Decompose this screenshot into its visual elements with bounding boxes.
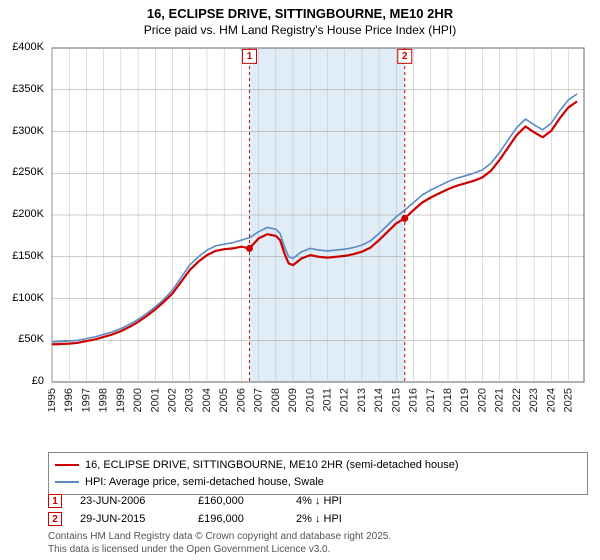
y-axis-label: £150K	[0, 250, 44, 262]
y-axis-label: £100K	[0, 292, 44, 304]
marker-price: £160,000	[198, 495, 278, 507]
svg-text:1999: 1999	[115, 388, 127, 412]
svg-text:2018: 2018	[442, 388, 454, 412]
chart-container: 16, ECLIPSE DRIVE, SITTINGBOURNE, ME10 2…	[0, 0, 600, 560]
svg-text:2024: 2024	[545, 388, 557, 412]
legend-label: HPI: Average price, semi-detached house,…	[85, 474, 324, 491]
svg-text:2002: 2002	[167, 388, 179, 412]
svg-text:2004: 2004	[201, 388, 213, 412]
svg-text:2016: 2016	[408, 388, 420, 412]
attribution-line2: This data is licensed under the Open Gov…	[48, 543, 391, 556]
y-axis-label: £0	[0, 375, 44, 387]
svg-text:2019: 2019	[459, 388, 471, 412]
y-axis-label: £250K	[0, 166, 44, 178]
marker-price: £196,000	[198, 513, 278, 525]
svg-text:2009: 2009	[287, 388, 299, 412]
svg-text:2000: 2000	[132, 388, 144, 412]
svg-text:1998: 1998	[98, 388, 110, 412]
svg-text:2022: 2022	[511, 388, 523, 412]
attribution: Contains HM Land Registry data © Crown c…	[48, 530, 391, 556]
marker-table: 1 23-JUN-2006 £160,000 4% ↓ HPI 2 29-JUN-2015…	[48, 492, 588, 528]
svg-text:2025: 2025	[563, 388, 575, 412]
svg-text:2017: 2017	[425, 388, 437, 412]
svg-text:2023: 2023	[528, 388, 540, 412]
svg-text:2001: 2001	[149, 388, 161, 412]
chart-subtitle: Price paid vs. HM Land Registry's House …	[0, 23, 600, 41]
marker-row: 2 29-JUN-2015 £196,000 2% ↓ HPI	[48, 510, 588, 528]
svg-text:2015: 2015	[390, 388, 402, 412]
marker-diff: 4% ↓ HPI	[296, 495, 386, 507]
svg-text:1997: 1997	[80, 388, 92, 412]
marker-badge: 2	[48, 512, 62, 526]
svg-text:2020: 2020	[476, 388, 488, 412]
svg-text:2011: 2011	[321, 388, 333, 412]
legend-swatch	[55, 481, 79, 483]
legend-item: HPI: Average price, semi-detached house,…	[55, 474, 581, 491]
legend-item: 16, ECLIPSE DRIVE, SITTINGBOURNE, ME10 2…	[55, 457, 581, 474]
svg-text:2: 2	[402, 51, 408, 62]
legend-swatch	[55, 464, 79, 466]
svg-text:2010: 2010	[304, 388, 316, 412]
legend-label: 16, ECLIPSE DRIVE, SITTINGBOURNE, ME10 2…	[85, 457, 459, 474]
marker-date: 29-JUN-2015	[80, 513, 180, 525]
marker-badge: 1	[48, 494, 62, 508]
chart-area: 1995 1996 1997 1998 1999 2000 2001 2002 2003 2004…	[48, 46, 588, 416]
attribution-line1: Contains HM Land Registry data © Crown c…	[48, 530, 391, 543]
y-axis-label: £300K	[0, 125, 44, 137]
marker-row: 1 23-JUN-2006 £160,000 4% ↓ HPI	[48, 492, 588, 510]
svg-text:1996: 1996	[63, 388, 75, 412]
svg-text:2021: 2021	[494, 388, 506, 412]
svg-text:2014: 2014	[373, 388, 385, 412]
y-axis-label: £50K	[0, 333, 44, 345]
chart-svg: 1995 1996 1997 1998 1999 2000 2001 2002 2003 2004…	[48, 46, 588, 416]
marker-diff: 2% ↓ HPI	[296, 513, 386, 525]
svg-text:2007: 2007	[253, 388, 265, 412]
svg-text:2012: 2012	[339, 388, 351, 412]
svg-text:1: 1	[247, 51, 253, 62]
legend: 16, ECLIPSE DRIVE, SITTINGBOURNE, ME10 2…	[48, 452, 588, 495]
chart-title: 16, ECLIPSE DRIVE, SITTINGBOURNE, ME10 2…	[0, 0, 600, 23]
svg-text:2013: 2013	[356, 388, 368, 412]
svg-text:2003: 2003	[184, 388, 196, 412]
svg-text:2005: 2005	[218, 388, 230, 412]
marker-date: 23-JUN-2006	[80, 495, 180, 507]
svg-text:1995: 1995	[48, 388, 58, 412]
svg-text:2008: 2008	[270, 388, 282, 412]
y-axis-label: £350K	[0, 83, 44, 95]
y-axis-label: £200K	[0, 208, 44, 220]
y-axis-label: £400K	[0, 41, 44, 53]
svg-text:2006: 2006	[235, 388, 247, 412]
